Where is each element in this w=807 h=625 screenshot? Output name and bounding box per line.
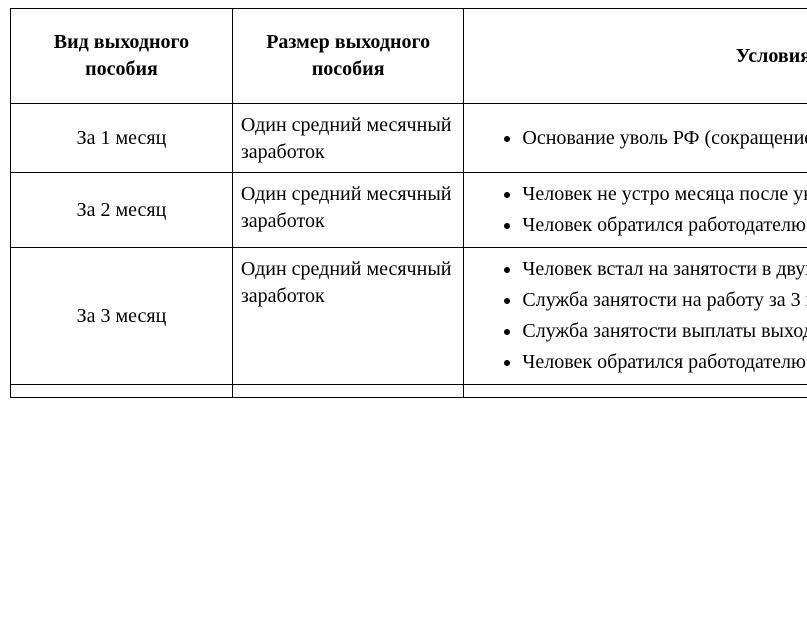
cell-amount: Один средний месячный заработок <box>232 173 463 248</box>
conditions-list: Человек встал на занятости в двухне увол… <box>494 254 807 378</box>
cell-empty <box>11 385 233 398</box>
cell-type: За 3 месяц <box>11 248 233 385</box>
conditions-list: Основание уволь РФ (сокращение ш <box>494 123 807 154</box>
col-header-conditions: Условия на <box>464 9 807 104</box>
list-item: Человек встал на занятости в двухне увол… <box>522 254 807 285</box>
table-header-row: Вид выходного пособия Размер выходного п… <box>11 9 807 104</box>
table-row: За 1 месяц Один средний месячный заработ… <box>11 104 807 173</box>
cell-amount: Один средний месячный заработок <box>232 104 463 173</box>
list-item: Основание уволь РФ (сокращение ш <box>522 123 807 154</box>
col-header-amount: Размер выходного пособия <box>232 9 463 104</box>
cell-conditions: Человек встал на занятости в двухне увол… <box>464 248 807 385</box>
table-row: За 2 месяц Один средний месячный заработ… <box>11 173 807 248</box>
list-item: Человек обратился работодателю с д <box>522 210 807 241</box>
table-row: За 3 месяц Один средний месячный заработ… <box>11 248 807 385</box>
col-header-type: Вид выходного пособия <box>11 9 233 104</box>
list-item: Человек обратился работодателю с д истеч… <box>522 347 807 378</box>
severance-table: Вид выходного пособия Размер выходного п… <box>10 8 807 398</box>
cell-conditions: Человек не устро месяца после уво. Челов… <box>464 173 807 248</box>
list-item: Служба занятости выплаты выходно <box>522 316 807 347</box>
cell-empty <box>232 385 463 398</box>
list-item: Человек не устро месяца после уво. <box>522 179 807 210</box>
cell-type: За 2 месяц <box>11 173 233 248</box>
table-row-empty <box>11 385 807 398</box>
cell-amount: Один средний месячный заработок <box>232 248 463 385</box>
cell-type: За 1 месяц <box>11 104 233 173</box>
cell-conditions: Основание уволь РФ (сокращение ш <box>464 104 807 173</box>
list-item: Служба занятости на работу за 3 мес <box>522 285 807 316</box>
conditions-list: Человек не устро месяца после уво. Челов… <box>494 179 807 241</box>
cell-empty <box>464 385 807 398</box>
